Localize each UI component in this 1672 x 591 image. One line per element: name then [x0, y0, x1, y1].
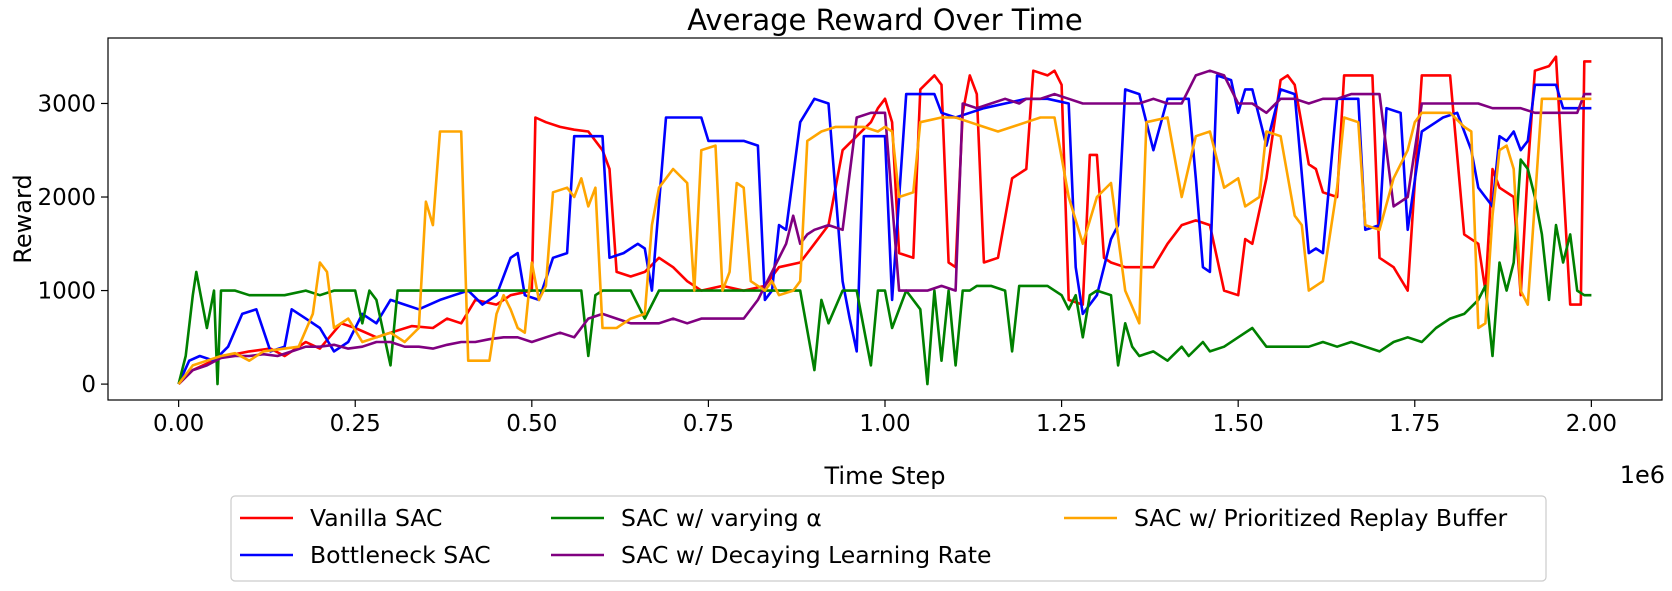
y-axis-label: Reward — [9, 174, 37, 263]
x-axis-label: Time Step — [823, 462, 945, 490]
x-tick-label: 2.00 — [1566, 411, 1617, 437]
x-axis-multiplier: 1e6 — [1620, 461, 1665, 489]
series-line-sac-w-decaying-learning-rate — [177, 69, 1592, 386]
legend-label-bottleneck-sac: Bottleneck SAC — [310, 541, 491, 569]
x-tick-label: 1.00 — [859, 411, 910, 437]
x-tick-label: 0.25 — [330, 411, 381, 437]
y-tick-label: 3000 — [37, 91, 96, 117]
y-tick-label: 0 — [81, 372, 96, 398]
y-axis: 0 1000 2000 3000 — [37, 91, 108, 398]
series-line-bottleneck-sac — [177, 74, 1592, 385]
x-tick-label: 1.25 — [1036, 411, 1087, 437]
series-line-vanilla-sac — [177, 55, 1592, 386]
y-tick-label: 1000 — [37, 279, 96, 305]
legend-label-sac-w-varying: SAC w/ varying α — [621, 504, 822, 532]
x-axis: 0.00 0.25 0.50 0.75 1.00 1.25 1.50 1.75 2.00 — [153, 400, 1617, 437]
series-line-sac-w-varying — [177, 158, 1592, 386]
legend: Vanilla SAC Bottleneck SAC SAC w/ varying … — [230, 495, 1547, 582]
legend-label-sac-w-prioritized-replay-buffer: SAC w/ Prioritized Replay Buffer — [1134, 504, 1508, 532]
y-tick-label: 2000 — [37, 185, 96, 211]
x-tick-label: 0.50 — [506, 411, 557, 437]
x-tick-label: 0.00 — [153, 411, 204, 437]
legend-label-sac-w-decaying-learning-rate: SAC w/ Decaying Learning Rate — [621, 541, 991, 569]
x-tick-label: 1.50 — [1213, 411, 1264, 437]
x-tick-label: 0.75 — [683, 411, 734, 437]
x-tick-label: 1.75 — [1389, 411, 1440, 437]
series-layer — [177, 55, 1592, 386]
series-line-sac-w-prioritized-replay-buffer — [177, 97, 1592, 385]
chart-title: Average Reward Over Time — [687, 3, 1082, 37]
legend-label-vanilla-sac: Vanilla SAC — [310, 504, 442, 532]
